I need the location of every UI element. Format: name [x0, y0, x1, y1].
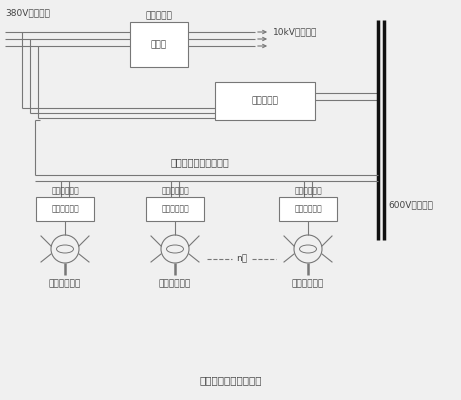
Text: 变压器: 变压器 [151, 40, 167, 49]
Bar [279, 197, 337, 221]
Text: 三相整流管桥: 三相整流管桥 [294, 204, 322, 214]
Text: 小型直流风力发电机群: 小型直流风力发电机群 [171, 157, 230, 167]
Text: 风力发电机组: 风力发电机组 [49, 279, 81, 288]
Text: 三相整流管桥: 三相整流管桥 [161, 186, 189, 195]
Bar [215, 82, 315, 120]
Bar [146, 197, 204, 221]
Text: 风力发电机组: 风力发电机组 [159, 279, 191, 288]
Text: 并网逆变器: 并网逆变器 [252, 96, 278, 106]
Text: 三相整流管桥: 三相整流管桥 [51, 204, 79, 214]
Text: 三相整流管桥: 三相整流管桥 [161, 204, 189, 214]
Text: n台: n台 [236, 254, 247, 264]
Bar [130, 22, 188, 67]
Text: 风力发电机组: 风力发电机组 [292, 279, 324, 288]
Text: 10kV输电线路: 10kV输电线路 [273, 28, 317, 36]
Text: 三相整流管桥: 三相整流管桥 [51, 186, 79, 195]
Bar [36, 197, 94, 221]
Text: 用户变压器: 用户变压器 [146, 11, 172, 20]
Text: 三相整流管桥: 三相整流管桥 [294, 186, 322, 195]
Text: 380V输电线路: 380V输电线路 [5, 8, 50, 17]
Text: 600V直流母线: 600V直流母线 [388, 200, 433, 210]
Text: 风力发电节能减排系统: 风力发电节能减排系统 [199, 375, 262, 385]
